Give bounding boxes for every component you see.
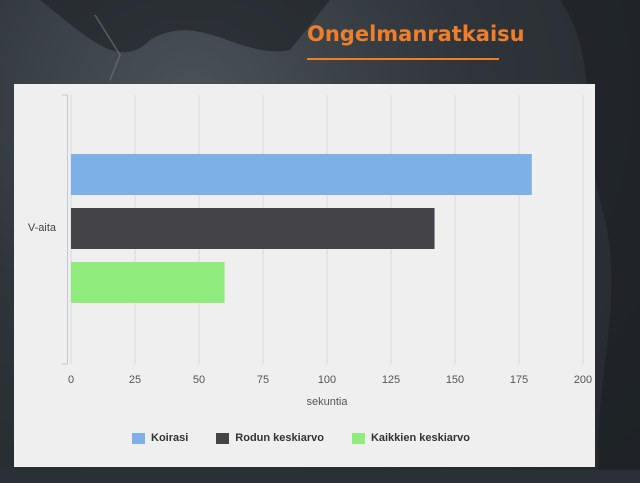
bar-kaikkien-keskiarvo [71,262,225,303]
legend-swatch-koirasi [132,432,145,444]
x-tick-label-200: 200 [574,374,592,386]
x-tick-label-125: 125 [382,374,400,386]
chart-legend: Koirasi Rodun keskiarvo Kaikkien keskiar… [132,431,470,445]
legend-swatch-rodun-keskiarvo [216,432,230,444]
legend-item-kaikkien-keskiarvo[interactable]: Kaikkien keskiarvo [351,432,471,444]
legend-swatch-kaikkien-keskiarvo [351,432,365,444]
legend-label-kaikkien-keskiarvo: Kaikkien keskiarvo [370,432,471,444]
x-tick-label-150: 150 [446,374,464,386]
legend-label-rodun-keskiarvo: Rodun keskiarvo [235,432,324,444]
bar-rodun-keskiarvo [71,208,435,249]
x-tick-label-25: 25 [129,374,141,386]
title-underline [307,58,499,60]
x-axis-title: sekuntia [307,396,349,408]
x-tick-label-0: 0 [68,374,74,386]
x-tick-label-100: 100 [318,374,336,386]
legend-label-koirasi: Koirasi [151,432,189,444]
legend-item-rodun-keskiarvo[interactable]: Rodun keskiarvo [216,432,324,444]
bar-koirasi [71,154,532,195]
x-tick-label-75: 75 [257,374,269,386]
x-tick-label-50: 50 [193,374,205,386]
legend-item-koirasi[interactable]: Koirasi [132,432,188,444]
x-tick-label-175: 175 [510,374,528,386]
y-category-label: V-aita [28,222,57,234]
page-title: Ongelmanratkaisu [307,22,525,46]
